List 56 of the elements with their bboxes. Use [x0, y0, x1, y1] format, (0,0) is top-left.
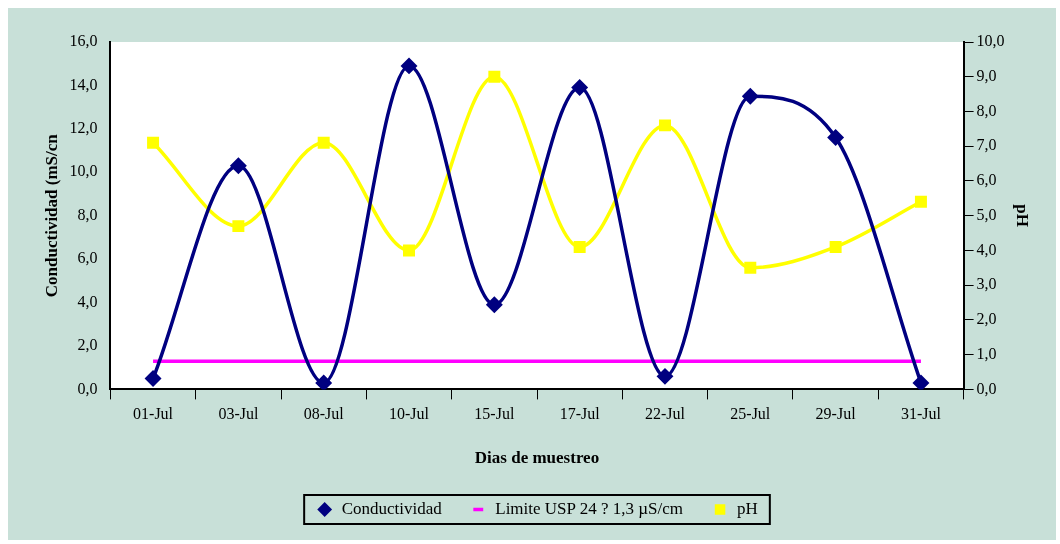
y2-tick-label: 3,0	[976, 275, 997, 293]
y-tick-label: 6,0	[77, 249, 98, 267]
y-tick-label: 2,0	[77, 336, 98, 354]
y-tick-label: 8,0	[77, 205, 98, 223]
point	[914, 195, 927, 208]
y-tick-label: 10,0	[69, 162, 98, 180]
x-tick-label: 31-Jul	[900, 405, 942, 423]
y2-tick-label: 7,0	[976, 136, 997, 154]
point	[829, 240, 842, 253]
point	[232, 220, 245, 233]
point	[742, 88, 759, 105]
x-tick-label: 15-Jul	[474, 405, 515, 423]
point	[658, 119, 671, 132]
y2-tick-label: 4,0	[976, 240, 997, 258]
x-tick-label: 08-Jul	[303, 405, 345, 423]
y2-tick-label: 0,0	[976, 379, 997, 397]
x-tick-label: 25-Jul	[730, 405, 771, 423]
point	[147, 136, 160, 149]
point	[486, 296, 503, 313]
legend-label: Conductividad	[341, 498, 443, 518]
y-axis-title: Conductividad (mS/cn	[41, 133, 61, 298]
x-tick-label: 22-Jul	[644, 405, 686, 423]
legend-label: Limite USP 24 ? 1,3 µS/cm	[495, 498, 683, 518]
y-tick-label: 16,0	[69, 32, 98, 50]
y2-tick-label: 2,0	[976, 310, 997, 328]
x-tick-label: 29-Jul	[815, 405, 857, 423]
point	[317, 136, 330, 149]
x-tick-label: 01-Jul	[133, 405, 174, 423]
y2-tick-label: 9,0	[976, 66, 997, 84]
point	[913, 375, 929, 390]
x-tick-label: 17-Jul	[559, 405, 601, 423]
y2-tick-label: 10,0	[976, 32, 1005, 50]
point	[230, 158, 247, 174]
point	[657, 368, 673, 385]
point	[744, 261, 757, 274]
point	[401, 58, 417, 74]
y-tick-label: 0,0	[77, 379, 98, 397]
point	[315, 375, 332, 390]
y-tick-label: 14,0	[69, 75, 98, 93]
y-tick-label: 4,0	[77, 292, 98, 310]
point	[573, 240, 586, 253]
legend-label: pH	[737, 498, 758, 518]
point	[827, 129, 844, 146]
point	[488, 70, 501, 83]
x-tick-label: 03-Jul	[218, 405, 259, 423]
y2-tick-label: 5,0	[976, 205, 997, 223]
point	[571, 79, 588, 96]
point	[145, 370, 161, 387]
y2-axis-title: pH	[1013, 204, 1033, 228]
y-tick-label: 12,0	[69, 119, 98, 137]
x-axis-title: Dias de muestreo	[474, 448, 600, 468]
y2-tick-label: 1,0	[976, 344, 997, 362]
y2-tick-label: 8,0	[976, 101, 997, 119]
y2-tick-label: 6,0	[976, 171, 997, 189]
point	[403, 244, 416, 257]
x-tick-label: 10-Jul	[389, 405, 430, 423]
